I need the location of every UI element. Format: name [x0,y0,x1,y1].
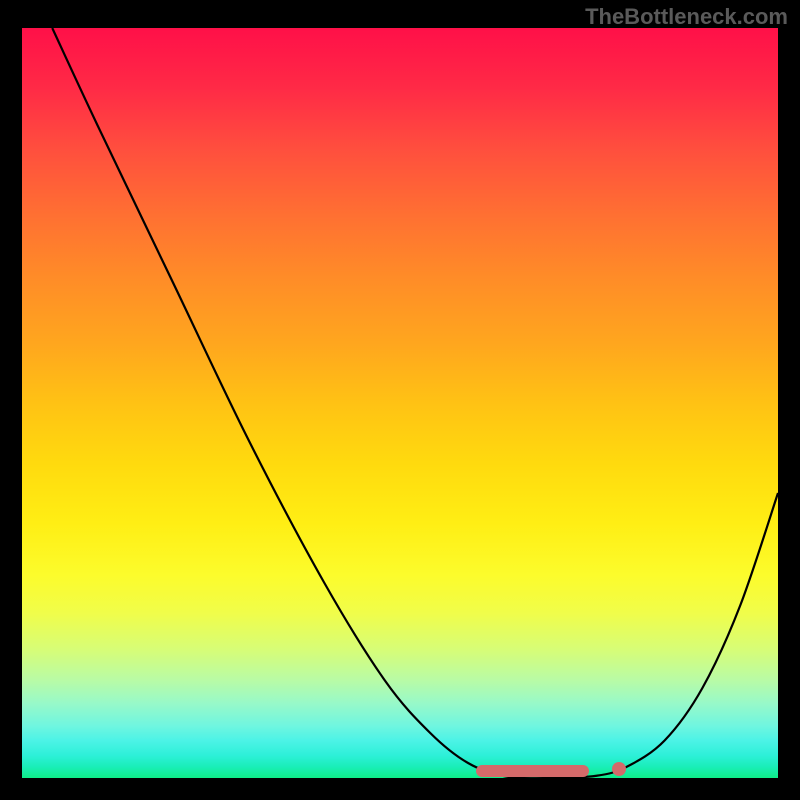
watermark-text: TheBottleneck.com [585,4,788,30]
optimal-range-marker [476,765,589,777]
curve-path [52,28,778,778]
plot-area [22,28,778,778]
bottleneck-curve [22,28,778,778]
